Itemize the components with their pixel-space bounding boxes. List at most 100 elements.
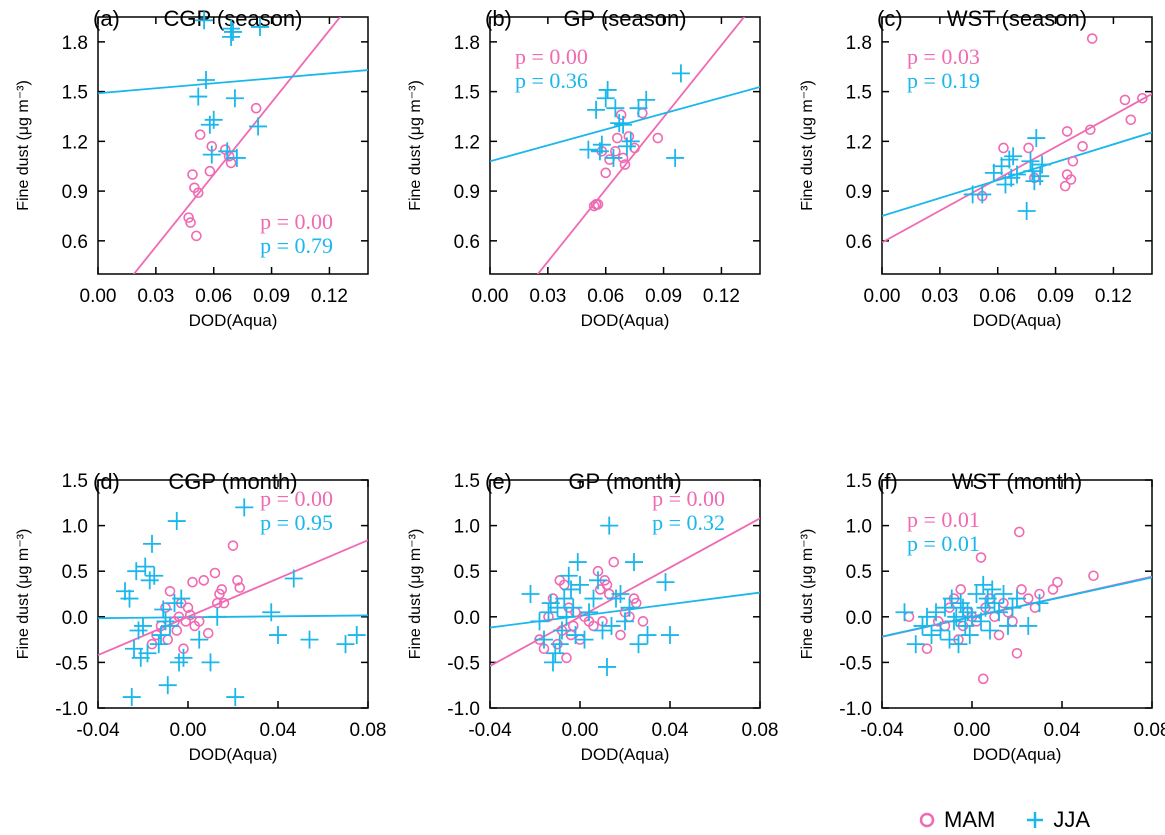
point-mam bbox=[1088, 570, 1099, 582]
point-jja bbox=[976, 598, 995, 617]
y-tick-label: 1.5 bbox=[62, 83, 88, 104]
panel-4: -0.04 0.00 0.04 0.08 -1.0 -0.5 0.0 0.5 1.0 1.5 (d)… bbox=[15, 469, 386, 764]
point-jja bbox=[143, 534, 161, 553]
panel-label: (e) bbox=[485, 469, 512, 494]
point-jja bbox=[589, 571, 607, 590]
point-jja bbox=[284, 569, 303, 588]
point-mam bbox=[1007, 616, 1018, 627]
y-axis-label: Fine dust (μg m⁻³) bbox=[407, 80, 424, 211]
x-axis-label: DOD(Aqua) bbox=[973, 745, 1062, 764]
point-jja bbox=[218, 142, 237, 161]
point-jja bbox=[584, 589, 603, 608]
point-jja bbox=[637, 90, 656, 109]
point-jja bbox=[167, 512, 186, 531]
point-jja bbox=[140, 571, 159, 590]
x-tick-label: 0.03 bbox=[137, 286, 174, 307]
point-jja bbox=[564, 598, 583, 617]
point-mam bbox=[652, 132, 664, 144]
point-jja bbox=[535, 630, 553, 649]
point-jja bbox=[999, 616, 1017, 635]
point-jja bbox=[629, 99, 648, 118]
point-jja bbox=[154, 600, 173, 619]
point-jja bbox=[954, 598, 972, 617]
point-jja bbox=[947, 607, 966, 626]
point-mam bbox=[610, 146, 621, 157]
point-jja bbox=[226, 688, 245, 707]
y-tick-label: 1.0 bbox=[454, 517, 480, 538]
point-mam bbox=[198, 575, 210, 586]
point-jja bbox=[587, 100, 606, 119]
y-tick-label: 1.2 bbox=[846, 132, 872, 153]
point-mam bbox=[998, 142, 1009, 154]
y-tick-label: 1.0 bbox=[846, 517, 872, 538]
point-jja bbox=[656, 573, 675, 592]
point-jja bbox=[951, 594, 970, 613]
point-jja bbox=[1031, 167, 1050, 186]
point-jja bbox=[548, 598, 567, 617]
point-jja bbox=[942, 589, 961, 608]
y-axis-label: Fine dust (μg m⁻³) bbox=[407, 529, 424, 660]
y-tick-label: 1.8 bbox=[454, 33, 480, 54]
point-jja bbox=[227, 148, 246, 167]
point-mam bbox=[592, 199, 604, 210]
point-jja bbox=[145, 566, 164, 585]
y-tick-label: 0.6 bbox=[62, 232, 88, 253]
x-tick-label: 0.06 bbox=[195, 286, 232, 307]
y-tick-label: 0.6 bbox=[846, 232, 872, 253]
point-mam bbox=[218, 597, 230, 609]
point-mam bbox=[187, 576, 198, 588]
point-mam bbox=[921, 643, 933, 655]
point-jja bbox=[666, 148, 685, 167]
y-tick-label: 1.8 bbox=[846, 33, 872, 54]
point-mam bbox=[623, 131, 635, 142]
point-jja bbox=[122, 688, 141, 707]
panel-title: WST (month) bbox=[952, 469, 1082, 494]
point-jja bbox=[604, 148, 623, 167]
panel-2: 0.00 0.03 0.06 0.09 0.12 0.6 0.9 1.2 1.5 1.8(b) GP… bbox=[407, 6, 761, 330]
point-jja bbox=[985, 594, 1004, 613]
point-jja bbox=[1008, 165, 1026, 184]
x-tick-label: 0.00 bbox=[954, 720, 991, 741]
plot-frame bbox=[489, 16, 761, 275]
point-mam bbox=[903, 611, 915, 623]
point-jja bbox=[936, 598, 954, 617]
fit-line-mam bbox=[536, 17, 746, 274]
point-jja bbox=[347, 626, 366, 645]
point-jja bbox=[620, 598, 639, 617]
point-jja bbox=[906, 635, 925, 654]
point-mam bbox=[637, 616, 649, 627]
point-mam bbox=[1086, 33, 1098, 44]
panel-title: GP (month) bbox=[568, 469, 681, 494]
point-jja bbox=[521, 585, 540, 603]
x-tick-label: 0.00 bbox=[864, 286, 901, 307]
point-jja bbox=[596, 89, 615, 108]
x-tick-label: -0.04 bbox=[468, 720, 512, 741]
x-tick-label: 0.00 bbox=[472, 286, 509, 307]
y-tick-label: 1.5 bbox=[454, 83, 480, 104]
point-jja bbox=[202, 145, 221, 164]
point-mam bbox=[619, 159, 631, 170]
point-mam bbox=[1052, 576, 1063, 588]
point-jja bbox=[994, 585, 1013, 603]
point-jja bbox=[1004, 147, 1023, 166]
fit-line-jja bbox=[98, 614, 368, 620]
x-axis-label: DOD(Aqua) bbox=[581, 311, 670, 330]
point-jja bbox=[602, 616, 621, 635]
panel-3: 0.00 0.03 0.06 0.09 0.12 0.6 0.9 1.2 1.5 1.8(c) WS… bbox=[799, 6, 1153, 330]
point-jja bbox=[224, 22, 242, 41]
point-jja bbox=[269, 626, 287, 645]
panel-title: CGP (month) bbox=[168, 469, 297, 494]
point-jja bbox=[945, 612, 963, 631]
point-jja bbox=[592, 135, 611, 154]
point-jja bbox=[161, 616, 179, 635]
point-jja bbox=[149, 635, 168, 654]
plot-frame bbox=[97, 479, 369, 709]
point-jja bbox=[557, 607, 576, 626]
x-axis-label: DOD(Aqua) bbox=[581, 745, 670, 764]
point-jja bbox=[580, 603, 598, 622]
panel-label: (d) bbox=[93, 469, 120, 494]
point-jja bbox=[616, 612, 634, 631]
panel-label: (c) bbox=[877, 6, 903, 31]
x-tick-label: 0.08 bbox=[1134, 720, 1165, 741]
